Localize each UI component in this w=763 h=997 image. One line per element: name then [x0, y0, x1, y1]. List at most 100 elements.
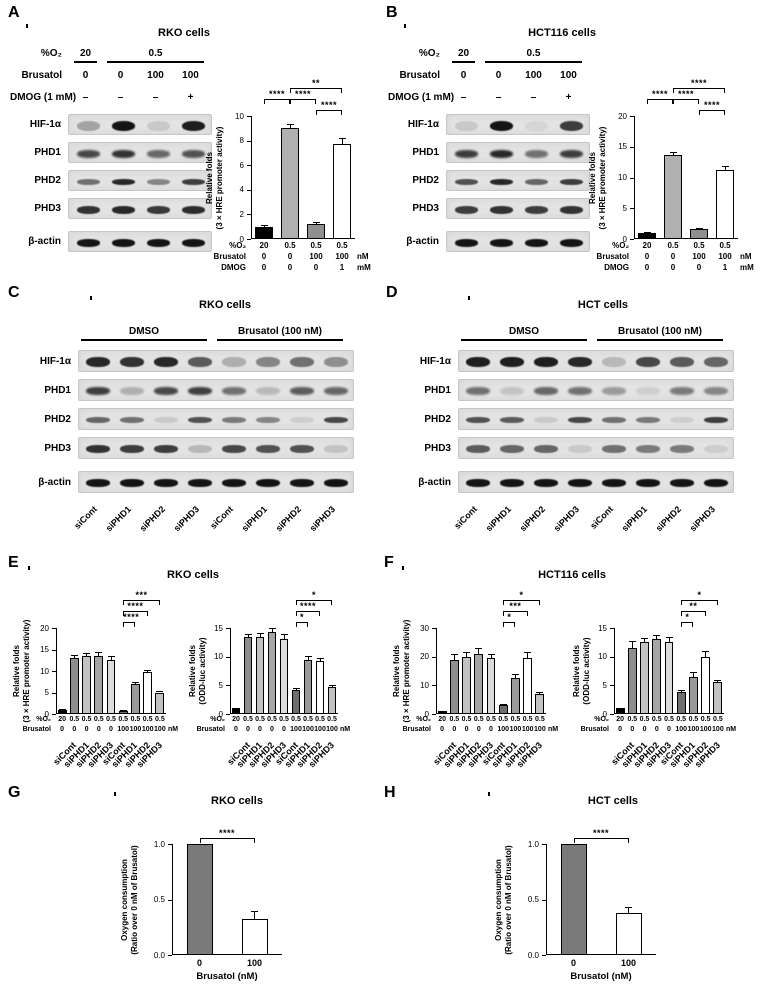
protein-band: [222, 445, 246, 453]
panel-b-western-blot: %O₂ 20 0.5 Brusatol 0 0 100 100 DMOG (1 mM) – – – + H…: [388, 48, 596, 270]
panel-e-odd-chart: 0 5 10 15 * **** * %O₂ 20 0.5 0.5 0.5 0.5 0.5 0.5 0.5 0.…: [188, 590, 358, 786]
title-bar: [114, 792, 116, 796]
condition-value: 100: [525, 70, 542, 81]
error-bar: [628, 907, 629, 913]
condition-value: 100: [147, 70, 164, 81]
error-bar-cap: [95, 652, 103, 654]
x-condition-value: 100: [521, 726, 534, 733]
y-tick-mark: [247, 165, 251, 167]
protein-band: [704, 357, 728, 367]
y-tick-mark: [168, 844, 172, 845]
x-condition-value: 0.5: [93, 716, 104, 723]
y-tick-label: 10: [40, 666, 49, 676]
bar: [291, 689, 301, 714]
protein-band: [534, 445, 558, 453]
treatment-group-label: DMSO: [81, 326, 207, 341]
title-bar: [488, 792, 490, 796]
protein-band: [500, 479, 524, 487]
y-tick-label: 15: [40, 645, 49, 654]
protein-band: [534, 417, 558, 423]
x-condition-value: 100: [509, 726, 522, 733]
significance-bracket: [296, 611, 320, 616]
blot-strip: [78, 471, 354, 493]
condition-value: –: [82, 92, 89, 103]
condition-value: –: [117, 92, 124, 103]
y-tick-mark: [610, 656, 614, 658]
x-condition-label: Brusatol: [213, 252, 246, 261]
significance-bracket: [647, 99, 673, 104]
error-bar: [289, 123, 291, 129]
significance-label: *: [519, 590, 524, 600]
panel-e-hre-chart: 0 5 10 15 20 **** **** *** %O₂ 20 0.5 0.5 0.5 0.5 0.5 0…: [12, 590, 186, 786]
error-bar-cap: [714, 679, 722, 681]
y-tick-mark: [247, 116, 251, 117]
bar: [241, 919, 268, 955]
x-condition-value: 0.5: [700, 716, 711, 723]
significance-bracket: [264, 99, 290, 104]
error-bar-cap: [156, 690, 164, 692]
condition-label: Brusatol: [399, 70, 440, 81]
protein-band: [500, 387, 524, 395]
protein-band: [111, 238, 136, 247]
x-condition-value: 0.5: [142, 716, 153, 723]
protein-band: [222, 357, 246, 367]
blot-strip: [68, 114, 212, 135]
error-bar-cap: [83, 652, 91, 654]
protein-band: [146, 238, 171, 247]
significance-label: ****: [677, 89, 694, 99]
x-condition-label: Brusatol: [196, 726, 225, 733]
protein-band: [181, 238, 206, 247]
y-tick-mark: [247, 214, 251, 216]
y-tick-label: 10: [214, 652, 223, 662]
protein-label: HIF-1α: [419, 355, 451, 367]
protein-band: [602, 387, 626, 395]
significance-bracket: [296, 600, 332, 605]
significance-label: **: [689, 601, 698, 611]
protein-band: [222, 387, 246, 395]
error-bar-cap: [268, 628, 276, 629]
x-axis-title: Brusatol (nM): [196, 971, 258, 982]
error-bar: [478, 648, 480, 654]
underline: [107, 61, 204, 63]
y-tick-label: 20: [420, 652, 429, 662]
condition-label: DMOG (1 mM): [10, 92, 77, 103]
y-tick-label: 8: [239, 136, 244, 146]
significance-bracket: [503, 622, 516, 627]
condition-value: 0: [495, 70, 502, 81]
x-condition-value: 100: [497, 726, 510, 733]
protein-band: [120, 357, 144, 367]
blot-strip: [446, 142, 590, 163]
protein-band: [670, 445, 694, 453]
panel-h-oxygen-chart: 0.0 0.5 1.0 **** 0 100 Brusatol (nM) Oxygen con…: [492, 818, 682, 983]
error-bar-cap: [450, 653, 458, 655]
protein-label: PHD3: [424, 442, 451, 454]
error-bar-cap: [702, 650, 710, 652]
y-tick-label: 20: [40, 623, 49, 633]
error-bar: [110, 655, 112, 661]
error-bar-cap: [328, 684, 336, 686]
error-bar-cap: [131, 681, 139, 683]
bar: [689, 229, 709, 239]
significance-bracket: [573, 838, 629, 843]
protein-band: [524, 205, 549, 214]
bar: [255, 636, 265, 714]
x-condition-value: 1: [722, 263, 728, 272]
x-condition-value: 0: [258, 726, 262, 733]
protein-band: [670, 479, 694, 487]
protein-band: [256, 357, 280, 367]
protein-band: [500, 357, 524, 367]
x-tick-label: 100: [620, 958, 637, 968]
error-bar-cap: [286, 123, 294, 125]
significance-bracket: [673, 99, 699, 104]
protein-band: [568, 417, 592, 423]
panel-f-odd-chart: 0 5 10 15 * ** * %O₂ 20 0.5 0.5 0.5 0.5 0.5 0.5 0.5 0.5 B…: [572, 590, 744, 786]
x-condition-value: 0.5: [522, 716, 533, 723]
protein-band: [636, 445, 660, 453]
y-tick-label: 20: [618, 111, 627, 121]
significance-label: ***: [135, 590, 148, 600]
panel-a-title-text: RKO cells: [158, 27, 210, 39]
protein-band: [466, 357, 490, 367]
protein-band: [524, 149, 549, 158]
y-tick-label: 30: [420, 623, 429, 633]
panel-c-title: RKO cells: [90, 296, 360, 311]
